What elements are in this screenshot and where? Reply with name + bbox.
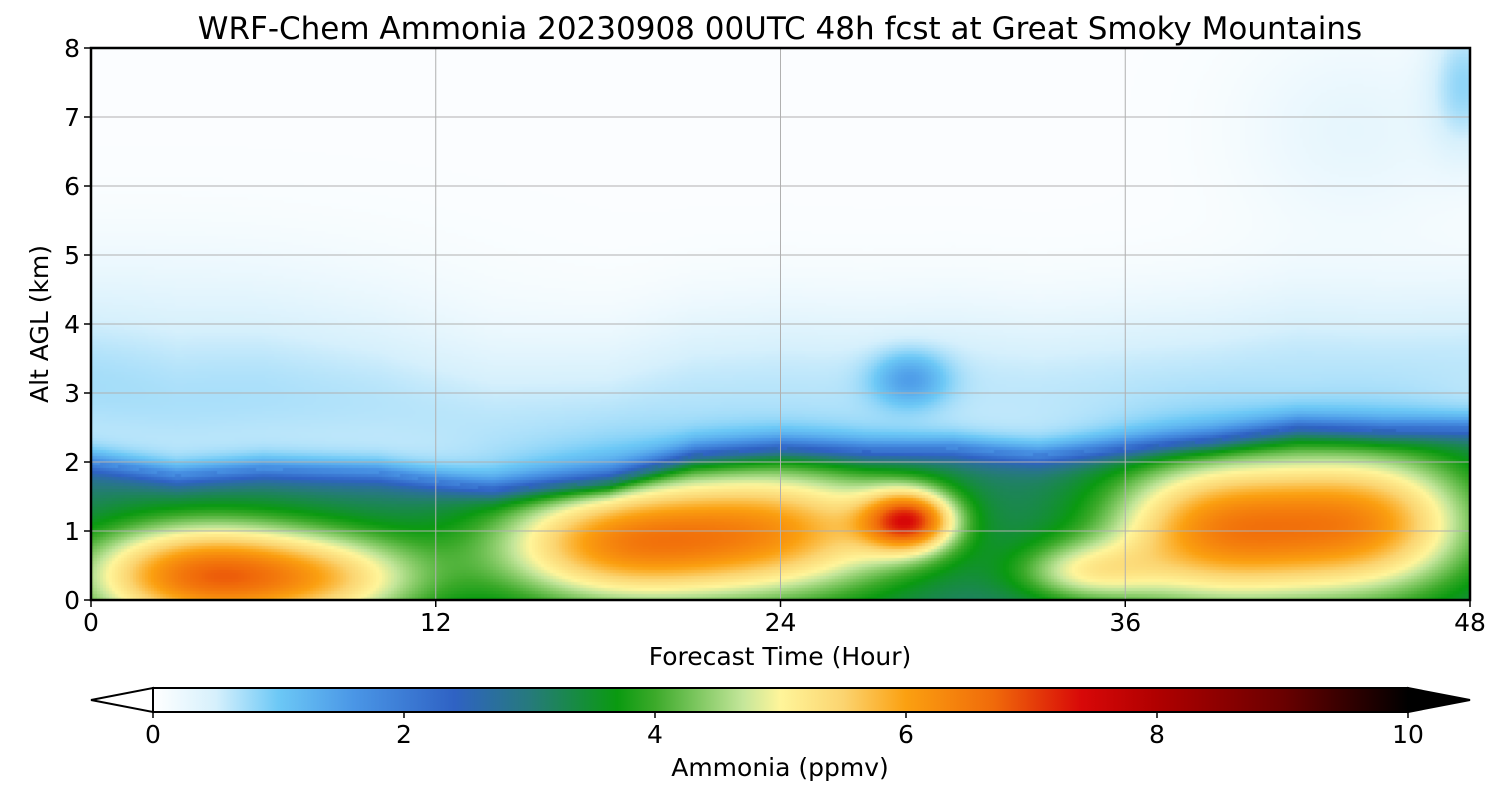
y-tick-label: 6 [64, 172, 80, 201]
colorbar-tick-label: 0 [145, 720, 161, 749]
y-tick-label: 7 [64, 103, 80, 132]
y-tick-label: 8 [64, 34, 80, 63]
x-tick-label: 24 [765, 608, 797, 637]
x-axis-ticks: 0 12 24 36 48 [83, 600, 1486, 637]
y-axis-label: Alt AGL (km) [25, 245, 54, 403]
y-tick-label: 3 [64, 379, 80, 408]
x-tick-label: 36 [1109, 608, 1141, 637]
x-tick-label: 12 [420, 608, 452, 637]
chart-title: WRF-Chem Ammonia 20230908 00UTC 48h fcst… [198, 11, 1362, 47]
colorbar-label: Ammonia (ppmv) [671, 753, 889, 782]
y-tick-label: 0 [64, 586, 80, 615]
y-tick-label: 4 [64, 310, 80, 339]
colorbar-tick-label: 6 [898, 720, 914, 749]
plot-area [89, 46, 1472, 602]
x-axis-label: Forecast Time (Hour) [649, 642, 912, 671]
y-axis-ticks: 0 1 2 3 4 5 6 7 8 [64, 34, 91, 615]
colorbar-tick-label: 4 [647, 720, 663, 749]
x-tick-label: 0 [83, 608, 99, 637]
colorbar-under-extension [90, 686, 154, 714]
colorbar-ticks: 0 2 4 6 8 10 [145, 712, 1424, 749]
y-tick-label: 2 [64, 448, 80, 477]
y-tick-label: 1 [64, 517, 80, 546]
colorbar-over-extension [1407, 686, 1471, 714]
y-tick-label: 5 [64, 241, 80, 270]
colorbar-tick-label: 2 [396, 720, 412, 749]
colorbar-tick-label: 10 [1392, 720, 1424, 749]
colorbar-gradient-bar [152, 687, 1409, 713]
x-tick-label: 48 [1454, 608, 1486, 637]
colorbar: 0 2 4 6 8 10 Ammonia (ppmv) [90, 686, 1471, 782]
colorbar-tick-label: 8 [1149, 720, 1165, 749]
